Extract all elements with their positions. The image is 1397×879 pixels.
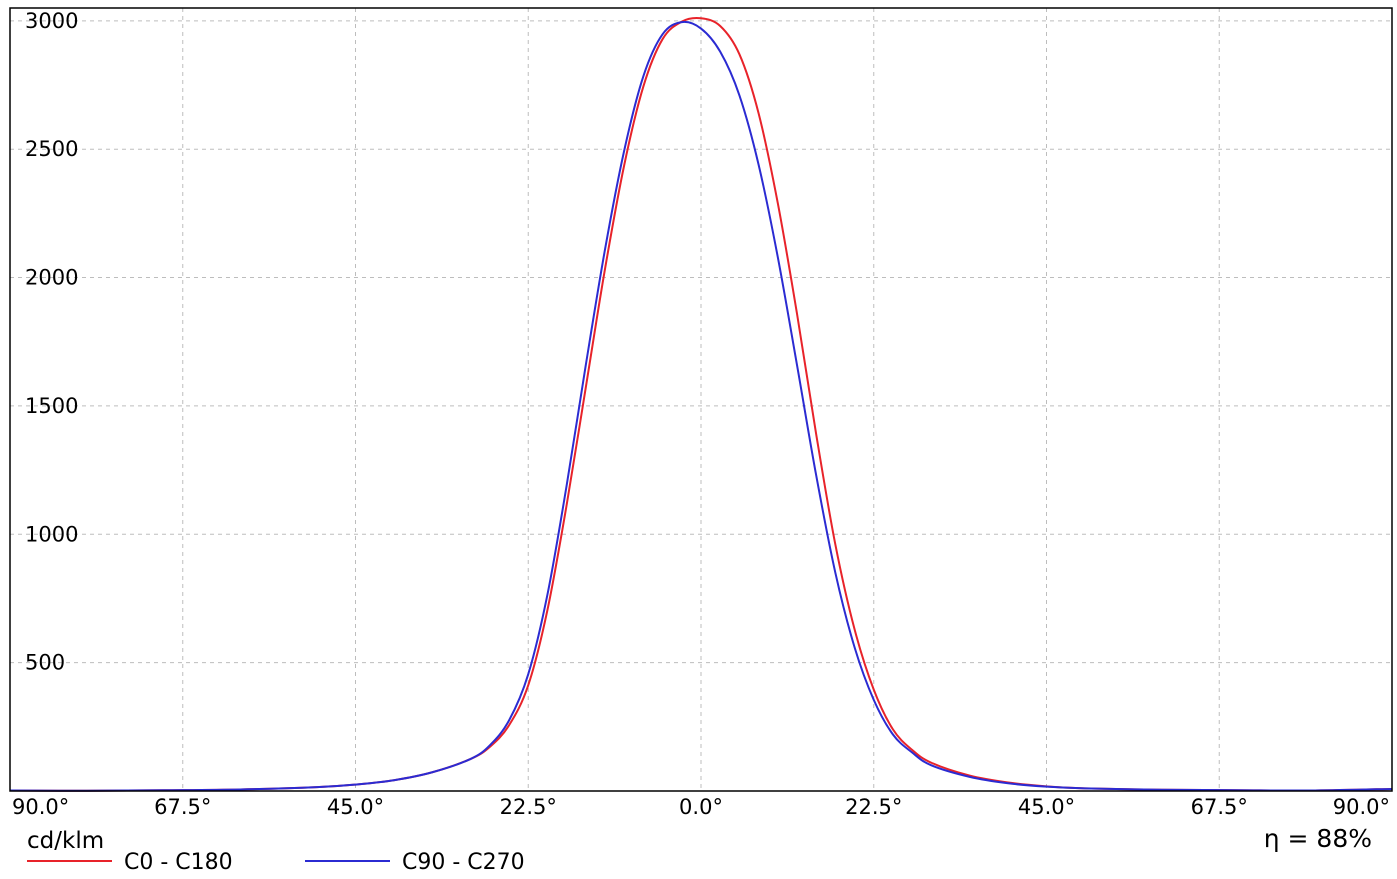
x-tick-label-8: 90.0°: [1333, 795, 1390, 819]
efficiency-label: η = 88%: [1264, 824, 1372, 853]
x-tick-label-0: 90.0°: [12, 795, 69, 819]
axes: [9, 7, 1393, 792]
x-tick-label-1: 67.5°: [154, 795, 211, 819]
series-line-c90-c270: [9, 20, 1393, 792]
y-tick-label-2000: 2000: [25, 266, 78, 290]
y-tick-label-1500: 1500: [25, 394, 78, 418]
y-tick-label-3000: 3000: [25, 9, 78, 33]
y-tick-label-500: 500: [25, 651, 65, 675]
grid-lines: [10, 8, 1392, 791]
legend-label-c0-c180: C0 - C180: [124, 850, 233, 875]
series-curves: [9, 16, 1393, 792]
x-tick-label-7: 67.5°: [1191, 795, 1248, 819]
legend: C0 - C180 C90 - C270: [27, 850, 525, 875]
x-tick-label-6: 45.0°: [1018, 795, 1075, 819]
unit-label: cd/klm: [27, 828, 104, 854]
x-tick-labels: 90.0° 67.5° 45.0° 22.5° 0.0° 22.5° 45.0° 67.5° 9…: [12, 795, 1390, 819]
y-tick-label-1000: 1000: [25, 522, 78, 546]
x-tick-label-4: 0.0°: [679, 795, 723, 819]
y-tick-label-2500: 2500: [25, 137, 78, 161]
x-tick-label-2: 45.0°: [327, 795, 384, 819]
x-tick-label-3: 22.5°: [500, 795, 557, 819]
x-tick-label-5: 22.5°: [845, 795, 902, 819]
legend-label-c90-c270: C90 - C270: [402, 850, 525, 875]
plot-frame: [9, 7, 1393, 792]
y-tick-labels: 500 1000 1500 2000 2500 3000: [25, 9, 78, 675]
